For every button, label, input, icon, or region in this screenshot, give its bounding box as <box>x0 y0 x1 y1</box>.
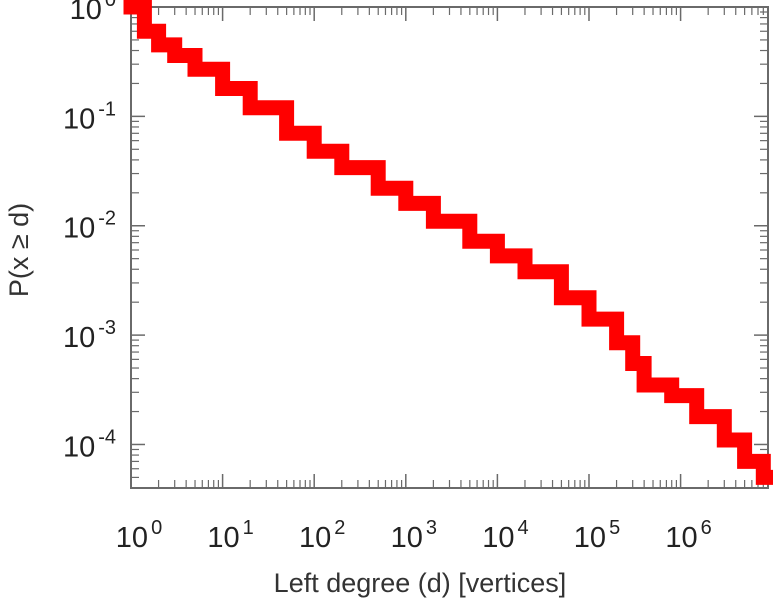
series-line-ccdf <box>123 0 773 485</box>
x-tick-label: 10 0 <box>116 517 162 554</box>
x-tick-label: 10 1 <box>207 517 253 554</box>
x-tick-label: 10 3 <box>391 517 437 554</box>
y-tick-label: 10 -1 <box>63 98 116 135</box>
x-axis-label: Left degree (d) [vertices] <box>274 568 567 598</box>
y-tick-label: 10 -2 <box>63 208 116 245</box>
y-tick-label: 10 0 <box>70 0 116 26</box>
y-tick-label: 10 -4 <box>63 426 116 463</box>
x-tick-labels: 10 0 10 1 10 2 10 3 10 4 10 5 10 6 <box>116 517 712 554</box>
x-tick-label: 10 2 <box>299 517 345 554</box>
x-tick-label: 10 5 <box>574 517 620 554</box>
x-tick-label: 10 6 <box>665 517 711 554</box>
y-axis-label: P(x ≥ d) <box>4 203 34 297</box>
y-tick-label: 10 -3 <box>63 317 116 354</box>
x-tick-label: 10 4 <box>482 517 528 554</box>
